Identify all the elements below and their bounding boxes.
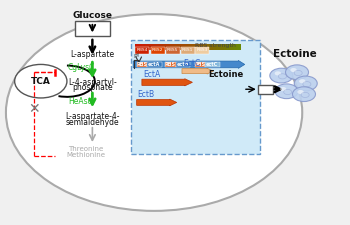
Bar	[174, 44, 177, 50]
Bar	[184, 44, 188, 50]
Bar	[135, 44, 139, 50]
Text: RBS5: RBS5	[167, 48, 178, 52]
Bar	[166, 47, 180, 54]
Circle shape	[275, 71, 281, 75]
Text: RBS strength: RBS strength	[195, 43, 236, 48]
Text: L-aspartate-4-: L-aspartate-4-	[65, 112, 120, 122]
Bar	[224, 44, 227, 50]
Text: Pᴵᴶ: Pᴵᴶ	[133, 54, 139, 58]
Bar	[136, 61, 147, 67]
Text: Threonine: Threonine	[69, 146, 104, 152]
FancyArrow shape	[136, 99, 177, 106]
Bar	[188, 44, 191, 50]
Circle shape	[293, 87, 315, 101]
Text: RBS: RBS	[136, 62, 147, 67]
Bar	[195, 44, 199, 50]
Text: TCA: TCA	[31, 77, 51, 86]
Ellipse shape	[6, 14, 302, 211]
FancyArrow shape	[133, 61, 245, 68]
FancyArrow shape	[142, 79, 192, 86]
Text: L-4-aspartyl-: L-4-aspartyl-	[68, 78, 117, 87]
Bar	[227, 44, 231, 50]
Bar	[135, 47, 149, 54]
Text: RBS1: RBS1	[182, 48, 193, 52]
Bar	[216, 44, 220, 50]
Text: RBS4: RBS4	[136, 48, 148, 52]
Bar	[206, 44, 209, 50]
Bar	[202, 44, 206, 50]
Circle shape	[270, 68, 293, 83]
Bar	[153, 44, 156, 50]
Bar	[167, 44, 170, 50]
Circle shape	[286, 65, 308, 80]
Bar	[156, 44, 160, 50]
Bar	[176, 61, 190, 67]
Text: phosphate: phosphate	[72, 83, 113, 92]
Text: Glucose: Glucose	[72, 11, 112, 20]
Text: EctA: EctA	[144, 70, 161, 79]
Text: EctB: EctB	[138, 90, 155, 99]
Circle shape	[294, 76, 317, 91]
Circle shape	[15, 64, 67, 98]
Bar	[195, 61, 205, 67]
Bar	[220, 44, 224, 50]
Text: ectB: ectB	[177, 62, 189, 67]
FancyBboxPatch shape	[258, 85, 273, 94]
Text: HeAsd: HeAsd	[69, 97, 93, 106]
FancyBboxPatch shape	[75, 21, 110, 36]
Bar	[177, 44, 181, 50]
Text: RBS3: RBS3	[196, 48, 208, 52]
FancyBboxPatch shape	[131, 40, 260, 154]
Circle shape	[280, 87, 286, 91]
Bar	[238, 44, 241, 50]
Bar	[170, 44, 174, 50]
Bar	[234, 44, 238, 50]
Text: ✕: ✕	[28, 102, 40, 116]
Bar	[199, 44, 202, 50]
Bar	[147, 61, 162, 67]
Text: RBS2: RBS2	[152, 48, 163, 52]
Bar	[163, 44, 167, 50]
Bar	[191, 44, 195, 50]
Text: RBS: RBS	[165, 62, 176, 67]
Text: EctC: EctC	[183, 59, 200, 68]
Bar	[149, 44, 153, 50]
Bar	[231, 44, 234, 50]
Text: semialdehyde: semialdehyde	[65, 118, 119, 127]
Text: Methionine: Methionine	[66, 152, 106, 158]
Text: CgLysC: CgLysC	[68, 63, 95, 72]
Circle shape	[299, 79, 306, 83]
FancyArrow shape	[182, 68, 214, 74]
Circle shape	[297, 90, 304, 94]
Bar	[181, 44, 184, 50]
Text: ectC: ectC	[206, 62, 218, 67]
Bar	[165, 61, 176, 67]
Bar	[205, 61, 219, 67]
Circle shape	[290, 68, 297, 72]
Text: Ectoine: Ectoine	[273, 49, 317, 59]
Bar	[160, 44, 163, 50]
Text: L-aspartate: L-aspartate	[70, 50, 114, 59]
Bar	[181, 47, 195, 54]
Bar	[142, 44, 146, 50]
Text: ectA: ectA	[148, 62, 161, 67]
Bar	[146, 44, 149, 50]
Text: Ectoine: Ectoine	[208, 70, 243, 79]
Bar	[139, 44, 142, 50]
Circle shape	[275, 84, 298, 99]
Text: RBS: RBS	[194, 62, 205, 67]
Bar	[195, 47, 209, 54]
Bar	[150, 47, 164, 54]
Bar	[213, 44, 216, 50]
Bar	[209, 44, 213, 50]
